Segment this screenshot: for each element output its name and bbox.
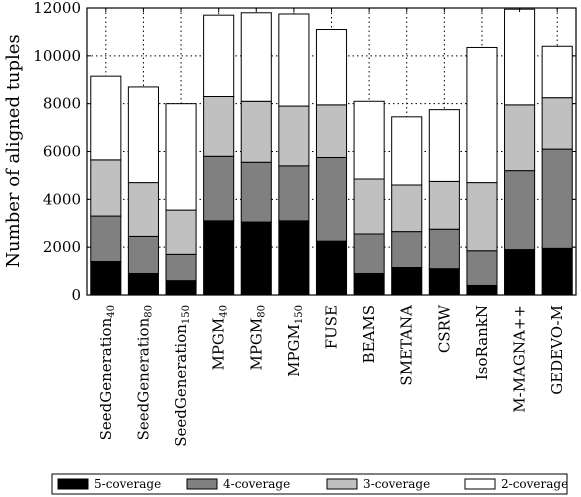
bar-segment-2-coverage (353, 100, 385, 180)
bar-segment-2-coverage (203, 14, 235, 97)
bar-segment-5-coverage (504, 249, 536, 296)
bar-segment-2-coverage (466, 46, 498, 184)
y-axis: 0 2000 4000 6000 8000 10000 12000 (33, 0, 576, 304)
bar-segment-4-coverage (466, 250, 498, 286)
bar-segment-3-coverage (203, 95, 235, 157)
bar-segment-5-coverage (278, 220, 310, 296)
x-category-label: M-MAGNA++ (511, 305, 529, 413)
bar-segment-3-coverage (278, 105, 310, 167)
bar-segment-4-coverage (165, 253, 197, 282)
x-category-label: MPGM150 (285, 305, 305, 377)
bar-segment-2-coverage (541, 45, 573, 99)
bar-segment-5-coverage (203, 220, 235, 296)
bar-segment-4-coverage (504, 170, 536, 251)
bar-segment-3-coverage (353, 178, 385, 235)
legend-label: 4-coverage (223, 477, 290, 491)
bar-segment-4-coverage (240, 161, 272, 223)
bar-segment-5-coverage (428, 268, 460, 296)
bar-segment-3-coverage (127, 182, 159, 237)
bar-segment-3-coverage (165, 209, 197, 255)
legend-label: 3-coverage (363, 477, 430, 491)
bar-segment-2-coverage (165, 103, 197, 211)
x-category-label: SeedGeneration40 (97, 305, 117, 440)
bar-segment-3-coverage (504, 104, 536, 172)
x-category-label: SeedGeneration80 (134, 305, 154, 440)
bar-segment-2-coverage (391, 116, 423, 186)
x-axis-labels: SeedGeneration40 SeedGeneration80 SeedGene… (97, 304, 566, 446)
y-tick-label: 12000 (33, 0, 81, 17)
y-tick-label: 6000 (43, 143, 81, 161)
x-category-label: MPGM80 (247, 305, 267, 371)
bar-segment-4-coverage (315, 156, 348, 242)
bar-segment-4-coverage (278, 165, 310, 222)
bar-segment-2-coverage (278, 13, 310, 107)
y-tick-label: 4000 (43, 190, 81, 208)
bar-segment-2-coverage (127, 86, 159, 184)
x-category-label: SMETANA (398, 305, 416, 386)
x-category-label: FUSE (323, 305, 341, 349)
bars (90, 8, 573, 296)
legend-label: 5-coverage (94, 477, 161, 491)
y-tick-label: 8000 (43, 95, 81, 113)
bar-segment-4-coverage (90, 215, 122, 263)
bar-segment-3-coverage (428, 180, 460, 230)
bar-segment-3-coverage (240, 100, 272, 163)
bar-segment-5-coverage (541, 247, 573, 296)
bar-segment-2-coverage (428, 109, 460, 182)
bar-segment-3-coverage (391, 184, 423, 233)
bar-segment-5-coverage (315, 240, 348, 296)
x-category-label: SeedGeneration150 (172, 305, 192, 447)
bar-segment-4-coverage (391, 231, 423, 268)
bar-segment-4-coverage (541, 148, 573, 249)
bar-segment-3-coverage (90, 159, 122, 217)
bar-segment-3-coverage (466, 182, 498, 252)
legend: 5-coverage 4-coverage 3-coverage 2-coverage (51, 473, 568, 495)
legend-swatch (186, 478, 218, 490)
bar-segment-5-coverage (90, 261, 122, 296)
legend-label: 2-coverage (501, 477, 568, 491)
bar-segment-4-coverage (203, 155, 235, 222)
y-tick-label: 0 (71, 286, 81, 304)
legend-swatch (326, 478, 358, 490)
x-category-label: CSRW (435, 304, 453, 353)
bar-segment-2-coverage (240, 12, 272, 102)
bar-segment-3-coverage (541, 97, 573, 150)
bar-segment-4-coverage (428, 228, 460, 270)
bar-segment-5-coverage (391, 266, 423, 296)
y-axis-title: Number of aligned tuples (3, 34, 24, 267)
legend-swatch (57, 478, 89, 490)
x-category-label: MPGM40 (210, 305, 230, 371)
legend-swatch (464, 478, 496, 490)
bar-segment-2-coverage (90, 75, 122, 161)
bar-segment-4-coverage (127, 235, 159, 274)
x-category-label: BEAMS (360, 305, 378, 363)
bar-segment-4-coverage (353, 233, 385, 274)
bar-segment-2-coverage (504, 8, 536, 106)
y-tick-label: 2000 (43, 238, 81, 256)
bar-segment-3-coverage (315, 104, 348, 158)
x-category-label: GEDEVO-M (548, 305, 566, 395)
bar-segment-2-coverage (315, 29, 348, 106)
legend-frame (51, 473, 568, 495)
bar-segment-5-coverage (240, 221, 272, 296)
x-category-label: IsoRankN (473, 305, 491, 380)
y-tick-label: 10000 (33, 47, 81, 65)
